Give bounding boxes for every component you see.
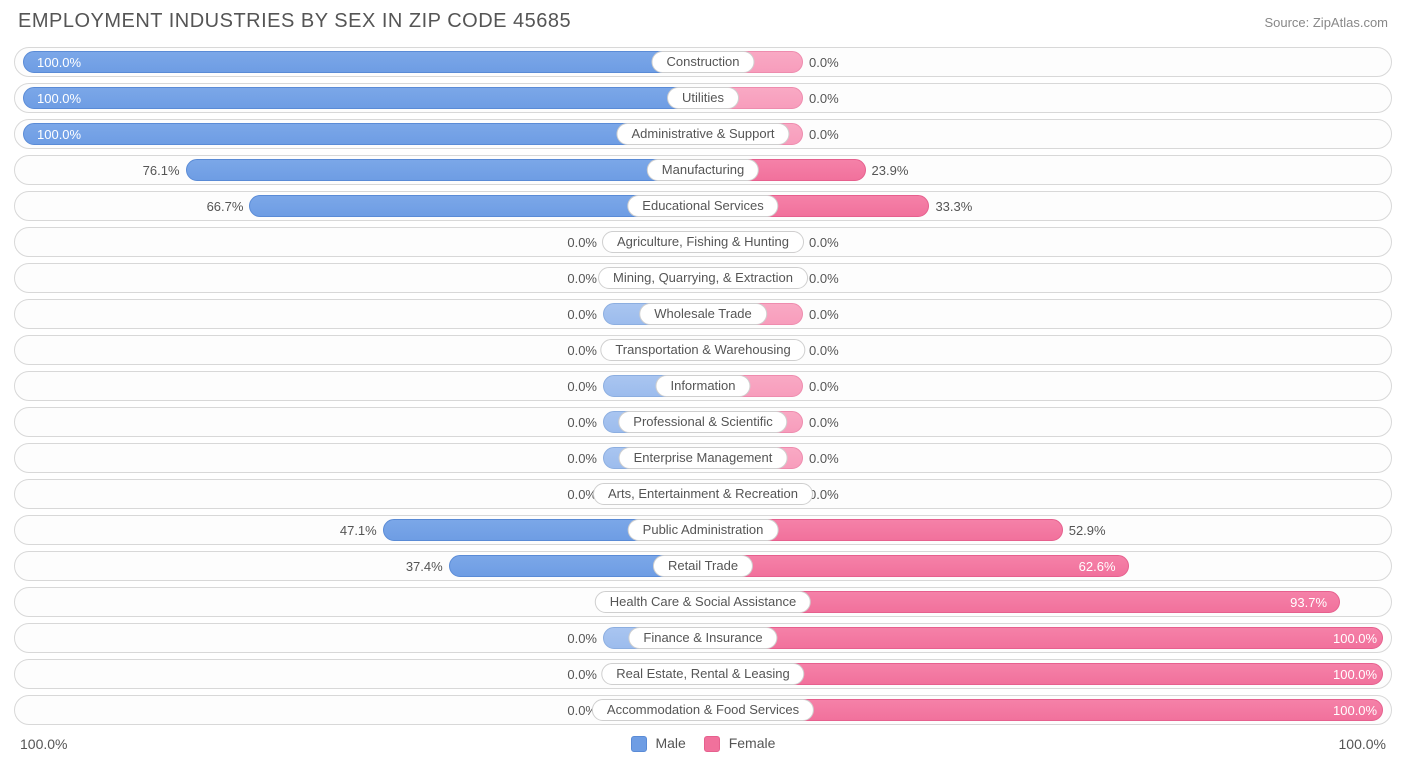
legend-female-label: Female	[729, 735, 776, 751]
category-label: Retail Trade	[653, 555, 753, 577]
chart-row: Real Estate, Rental & Leasing0.0% 100.0%	[14, 659, 1392, 689]
female-bar	[703, 627, 1383, 649]
female-value-label: 100.0%	[1333, 624, 1377, 654]
chart-row: Information 0.0% 0.0%	[14, 371, 1392, 401]
male-value-label: 100.0%	[37, 120, 81, 150]
category-label: Public Administration	[628, 519, 779, 541]
legend-male-label: Male	[655, 735, 685, 751]
female-value-label: 33.3%	[935, 192, 972, 222]
male-value-label: 47.1%	[340, 516, 377, 546]
male-bar	[186, 159, 703, 181]
male-value-label: 0.0%	[567, 228, 597, 258]
female-value-label: 100.0%	[1333, 660, 1377, 690]
chart-row: Health Care & Social Assistance6.3%93.7%	[14, 587, 1392, 617]
chart-row: Wholesale Trade 0.0% 0.0%	[14, 299, 1392, 329]
chart-row: Administrative & Support 100.0% 0.0%	[14, 119, 1392, 149]
chart-row: Public Administration 47.1% 52.9%	[14, 515, 1392, 545]
female-value-label: 0.0%	[809, 300, 839, 330]
category-label: Real Estate, Rental & Leasing	[601, 663, 804, 685]
female-value-label: 0.0%	[809, 84, 839, 114]
male-value-label: 0.0%	[567, 624, 597, 654]
chart-header: EMPLOYMENT INDUSTRIES BY SEX IN ZIP CODE…	[14, 10, 1392, 33]
female-value-label: 100.0%	[1333, 696, 1377, 726]
category-label: Wholesale Trade	[639, 303, 767, 325]
female-value-label: 0.0%	[809, 444, 839, 474]
female-value-label: 0.0%	[809, 264, 839, 294]
male-value-label: 100.0%	[37, 48, 81, 78]
male-value-label: 0.0%	[567, 336, 597, 366]
axis-left-label: 100.0%	[20, 736, 67, 752]
female-value-label: 0.0%	[809, 480, 839, 510]
female-bar	[703, 555, 1129, 577]
category-label: Finance & Insurance	[628, 627, 777, 649]
male-bar	[23, 51, 703, 73]
chart-row: Professional & Scientific 0.0% 0.0%	[14, 407, 1392, 437]
chart-row: Retail Trade 37.4% 62.6%	[14, 551, 1392, 581]
chart-row: Construction 100.0% 0.0%	[14, 47, 1392, 77]
category-label: Professional & Scientific	[618, 411, 787, 433]
male-value-label: 0.0%	[567, 300, 597, 330]
male-bar	[23, 87, 703, 109]
female-value-label: 0.0%	[809, 372, 839, 402]
female-value-label: 93.7%	[1290, 588, 1327, 618]
category-label: Educational Services	[627, 195, 778, 217]
male-value-label: 0.0%	[567, 444, 597, 474]
legend-item-male: Male	[631, 735, 686, 752]
male-value-label: 0.0%	[567, 660, 597, 690]
category-label: Construction	[652, 51, 755, 73]
chart-row: Arts, Entertainment & Recreation0.0%0.0%	[14, 479, 1392, 509]
female-value-label: 0.0%	[809, 408, 839, 438]
chart-row: Utilities 100.0% 0.0%	[14, 83, 1392, 113]
category-label: Arts, Entertainment & Recreation	[593, 483, 813, 505]
category-label: Administrative & Support	[616, 123, 789, 145]
category-label: Health Care & Social Assistance	[595, 591, 811, 613]
category-label: Agriculture, Fishing & Hunting	[602, 231, 804, 253]
female-value-label: 0.0%	[809, 228, 839, 258]
chart-row: Enterprise Management 0.0% 0.0%	[14, 443, 1392, 473]
category-label: Transportation & Warehousing	[600, 339, 805, 361]
male-value-label: 0.0%	[567, 264, 597, 294]
category-label: Enterprise Management	[619, 447, 788, 469]
male-swatch-icon	[631, 736, 647, 752]
male-value-label: 0.0%	[567, 408, 597, 438]
male-value-label: 0.0%	[567, 372, 597, 402]
male-value-label: 100.0%	[37, 84, 81, 114]
female-value-label: 0.0%	[809, 120, 839, 150]
female-value-label: 0.0%	[809, 336, 839, 366]
chart-row: Accommodation & Food Services0.0%100.0%	[14, 695, 1392, 725]
chart-row: Transportation & Warehousing0.0% 0.0%	[14, 335, 1392, 365]
male-bar	[23, 123, 703, 145]
female-swatch-icon	[704, 736, 720, 752]
female-value-label: 0.0%	[809, 48, 839, 78]
chart-source: Source: ZipAtlas.com	[1264, 15, 1388, 30]
chart-footer: 100.0% Male Female 100.0%	[14, 731, 1392, 752]
category-label: Information	[655, 375, 750, 397]
male-value-label: 37.4%	[406, 552, 443, 582]
chart-title: EMPLOYMENT INDUSTRIES BY SEX IN ZIP CODE…	[18, 10, 571, 33]
axis-right-label: 100.0%	[1339, 736, 1386, 752]
category-label: Manufacturing	[647, 159, 759, 181]
category-label: Accommodation & Food Services	[592, 699, 814, 721]
male-value-label: 76.1%	[143, 156, 180, 186]
category-label: Mining, Quarrying, & Extraction	[598, 267, 808, 289]
legend-item-female: Female	[704, 735, 776, 752]
chart-row: Mining, Quarrying, & Extraction0.0% 0.0%	[14, 263, 1392, 293]
chart-row: Agriculture, Fishing & Hunting0.0% 0.0%	[14, 227, 1392, 257]
chart-row: Educational Services 66.7% 33.3%	[14, 191, 1392, 221]
diverging-bar-chart: Construction 100.0% 0.0% Utilities 100.0% 0.0…	[14, 47, 1392, 725]
chart-row: Finance & Insurance 0.0% 100.0%	[14, 623, 1392, 653]
chart-row: Manufacturing 76.1% 23.9%	[14, 155, 1392, 185]
legend: Male Female	[631, 735, 776, 752]
female-value-label: 52.9%	[1069, 516, 1106, 546]
category-label: Utilities	[667, 87, 739, 109]
female-value-label: 62.6%	[1079, 552, 1116, 582]
female-bar	[703, 663, 1383, 685]
female-value-label: 23.9%	[872, 156, 909, 186]
male-value-label: 66.7%	[207, 192, 244, 222]
